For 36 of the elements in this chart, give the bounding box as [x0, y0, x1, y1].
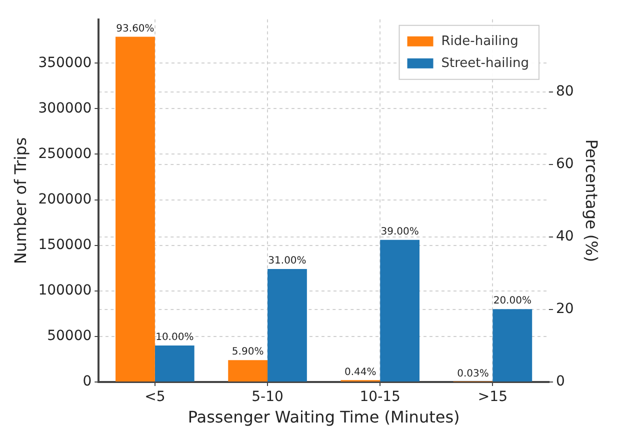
bar — [228, 360, 268, 382]
x-axis-title: Passenger Waiting Time (Minutes) — [188, 408, 460, 427]
x-tick-label: >15 — [478, 389, 508, 406]
bar — [380, 240, 420, 382]
annotation: 0.03% — [457, 368, 489, 380]
x-tick-label: 5-10 — [252, 389, 284, 406]
legend-label: Ride-hailing — [441, 34, 518, 49]
x-tick-label: <5 — [144, 389, 166, 406]
y-tick-label: 100000 — [38, 282, 92, 299]
annotation: 10.00% — [156, 332, 194, 344]
y2-tick-label: 0 — [556, 374, 565, 390]
y-axis-title: Number of Trips — [10, 137, 30, 264]
annotation: 39.00% — [380, 226, 419, 238]
bar — [154, 346, 194, 382]
y-tick-label: 200000 — [38, 191, 92, 208]
y-tick-label: 250000 — [38, 146, 92, 162]
y2-tick-label: 40 — [556, 228, 574, 245]
y-tick-label: 350000 — [38, 54, 92, 71]
y-tick-label: 0 — [82, 374, 92, 390]
legend-label: Street-hailing — [441, 56, 529, 71]
bar — [268, 269, 307, 382]
y2-axis-title: Percentage (%) — [582, 139, 602, 262]
bar — [492, 309, 532, 382]
y2-tick-label: 60 — [556, 156, 574, 172]
annotation: 20.00% — [493, 296, 532, 307]
annotation: 93.60% — [116, 23, 154, 34]
y-tick-label: 150000 — [38, 236, 92, 253]
x-tick-label: 10-15 — [360, 389, 400, 406]
y-tick-label: 50000 — [47, 328, 92, 344]
y-tick-label: 300000 — [38, 100, 92, 116]
annotation: 0.44% — [344, 366, 376, 378]
y2-tick-label: 80 — [556, 84, 574, 100]
annotation: 5.90% — [232, 346, 264, 358]
y2-tick-label: 20 — [556, 301, 574, 318]
bar — [116, 36, 155, 382]
annotation: 31.00% — [268, 256, 306, 267]
